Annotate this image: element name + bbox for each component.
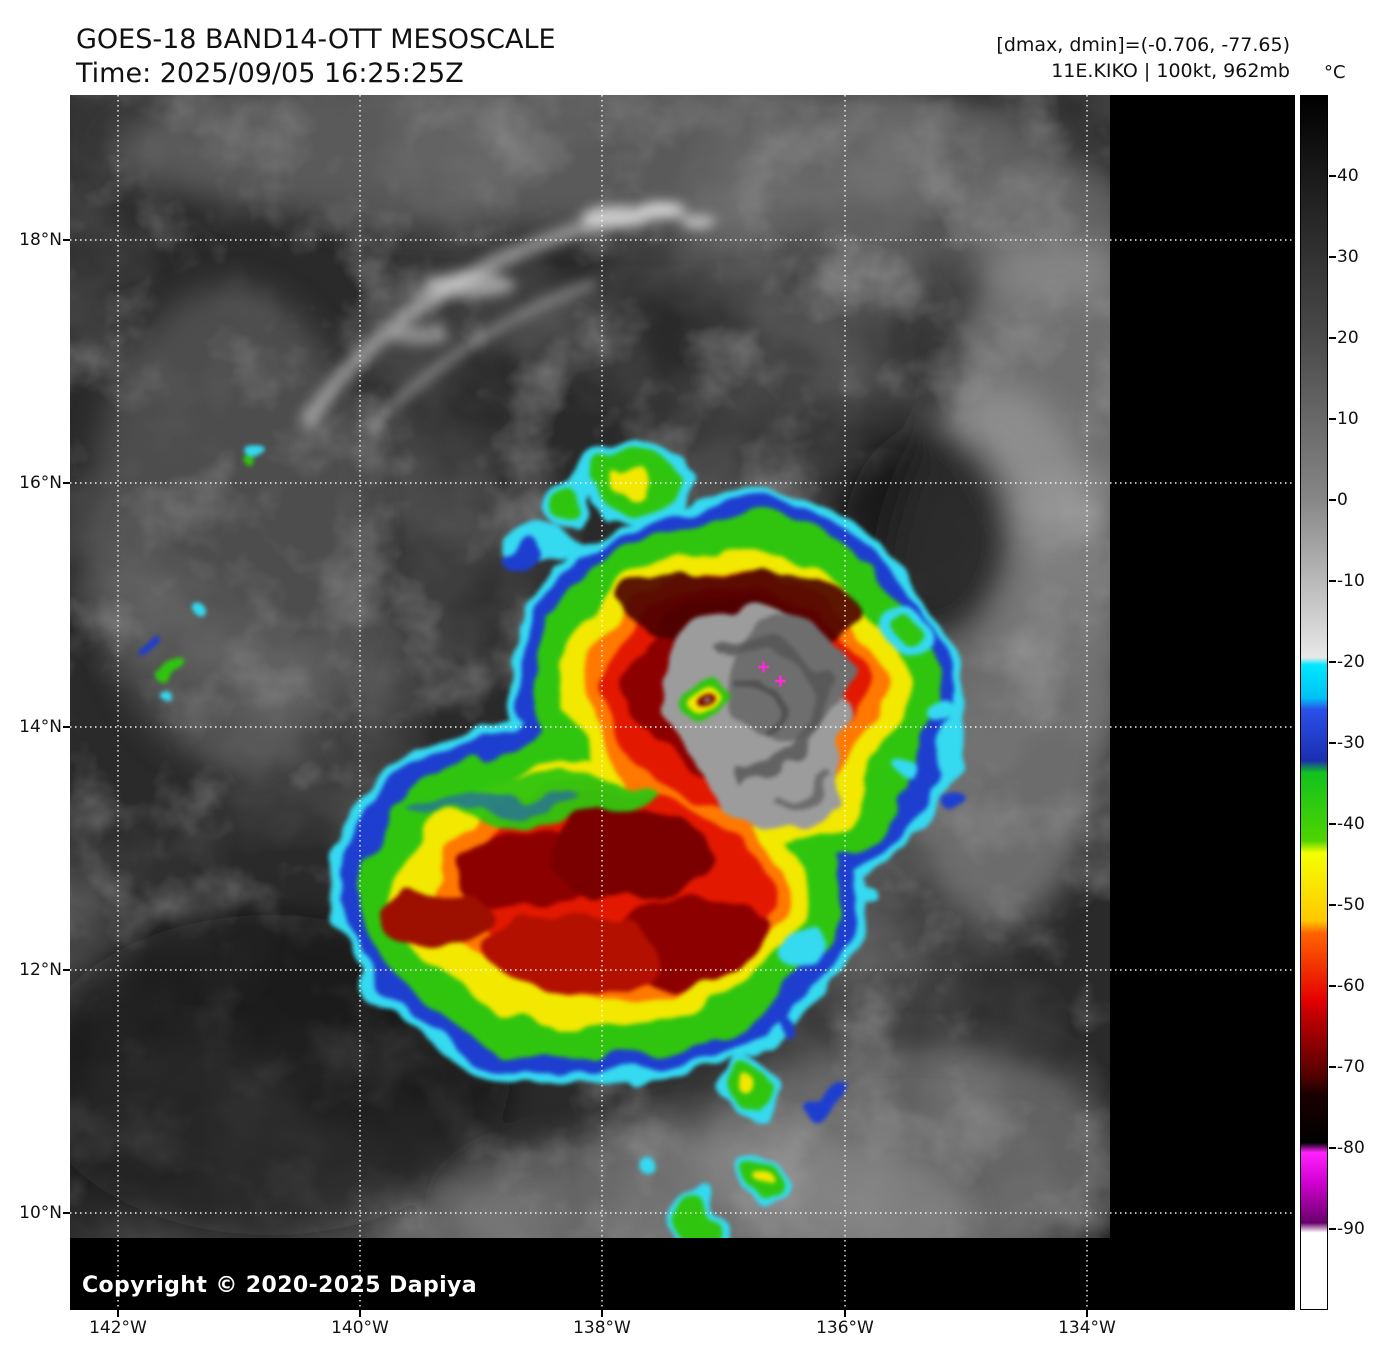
lat-tick-label: 12°N (19, 960, 62, 980)
lat-tick-mark (63, 482, 70, 484)
lat-tick-label: 18°N (19, 230, 62, 250)
colorbar-tick-label: 20 (1337, 328, 1359, 348)
lon-tick-mark (117, 1310, 119, 1317)
colorbar-tick-mark (1329, 1066, 1336, 1068)
colorbar-tick-label: 10 (1337, 409, 1359, 429)
colorbar-tick-label: -70 (1337, 1057, 1365, 1077)
colorbar-tick-mark (1329, 175, 1336, 177)
lon-tick-label: 138°W (573, 1318, 631, 1338)
colorbar-tick-label: -80 (1337, 1138, 1365, 1158)
lat-tick-mark (63, 239, 70, 241)
lon-tick-label: 140°W (331, 1318, 389, 1338)
lat-tick-mark (63, 726, 70, 728)
colorbar-tick-mark (1329, 337, 1336, 339)
storm-info-label: 11E.KIKO | 100kt, 962mb (1051, 60, 1290, 82)
colorbar-unit-label: °C (1324, 62, 1346, 83)
colorbar-tick-mark (1329, 1228, 1336, 1230)
colorbar-tick-mark (1329, 1147, 1336, 1149)
colorbar-tick-mark (1329, 904, 1336, 906)
lat-tick-label: 14°N (19, 717, 62, 737)
lat-tick-mark (63, 1212, 70, 1214)
gridlines (70, 95, 1295, 1310)
no-data-bottom-strip (70, 1238, 1295, 1310)
colorbar-tick-label: 30 (1337, 247, 1359, 267)
colorbar-tick-label: -60 (1337, 976, 1365, 996)
colorbar-tick-mark (1329, 823, 1336, 825)
dmax-dmin-readout: [dmax, dmin]=(-0.706, -77.65) (996, 34, 1290, 56)
lat-tick-label: 10°N (19, 1203, 62, 1223)
colorbar-tick-label: -20 (1337, 652, 1365, 672)
colorbar-tick-mark (1329, 985, 1336, 987)
lon-tick-mark (1086, 1310, 1088, 1317)
colorbar-tick-label: -50 (1337, 895, 1365, 915)
lon-tick-mark (601, 1310, 603, 1317)
lat-tick-label: 16°N (19, 473, 62, 493)
temperature-colorbar (1300, 95, 1328, 1310)
colorbar-tick-mark (1329, 742, 1336, 744)
lat-tick-mark (63, 969, 70, 971)
colorbar-tick-label: 0 (1337, 490, 1348, 510)
lon-tick-label: 136°W (816, 1318, 874, 1338)
lon-tick-label: 142°W (89, 1318, 147, 1338)
high-cloud-wisps (298, 202, 716, 434)
satellite-image (70, 95, 1295, 1310)
colorbar-tick-label: -30 (1337, 733, 1365, 753)
colorbar-tick-label: -40 (1337, 814, 1365, 834)
cold-pixel-markers (758, 661, 786, 687)
product-title: GOES-18 BAND14-OTT MESOSCALE (76, 24, 556, 55)
colorbar-tick-mark (1329, 661, 1336, 663)
scan-time-label: Time: 2025/09/05 16:25:25Z (76, 58, 464, 89)
lon-tick-mark (844, 1310, 846, 1317)
colorbar-tick-label: 40 (1337, 166, 1359, 186)
colorbar-tick-label: -90 (1337, 1219, 1365, 1239)
colorbar-tick-mark (1329, 256, 1336, 258)
colorbar-tick-mark (1329, 580, 1336, 582)
no-data-right-strip (1110, 95, 1295, 1310)
colorbar-tick-mark (1329, 499, 1336, 501)
lon-tick-label: 134°W (1058, 1318, 1116, 1338)
colorbar-tick-mark (1329, 418, 1336, 420)
lon-tick-mark (359, 1310, 361, 1317)
copyright-text: Copyright © 2020-2025 Dapiya (82, 1273, 478, 1298)
satellite-map: Copyright © 2020-2025 Dapiya (70, 95, 1295, 1310)
colorbar-tick-label: -10 (1337, 571, 1365, 591)
